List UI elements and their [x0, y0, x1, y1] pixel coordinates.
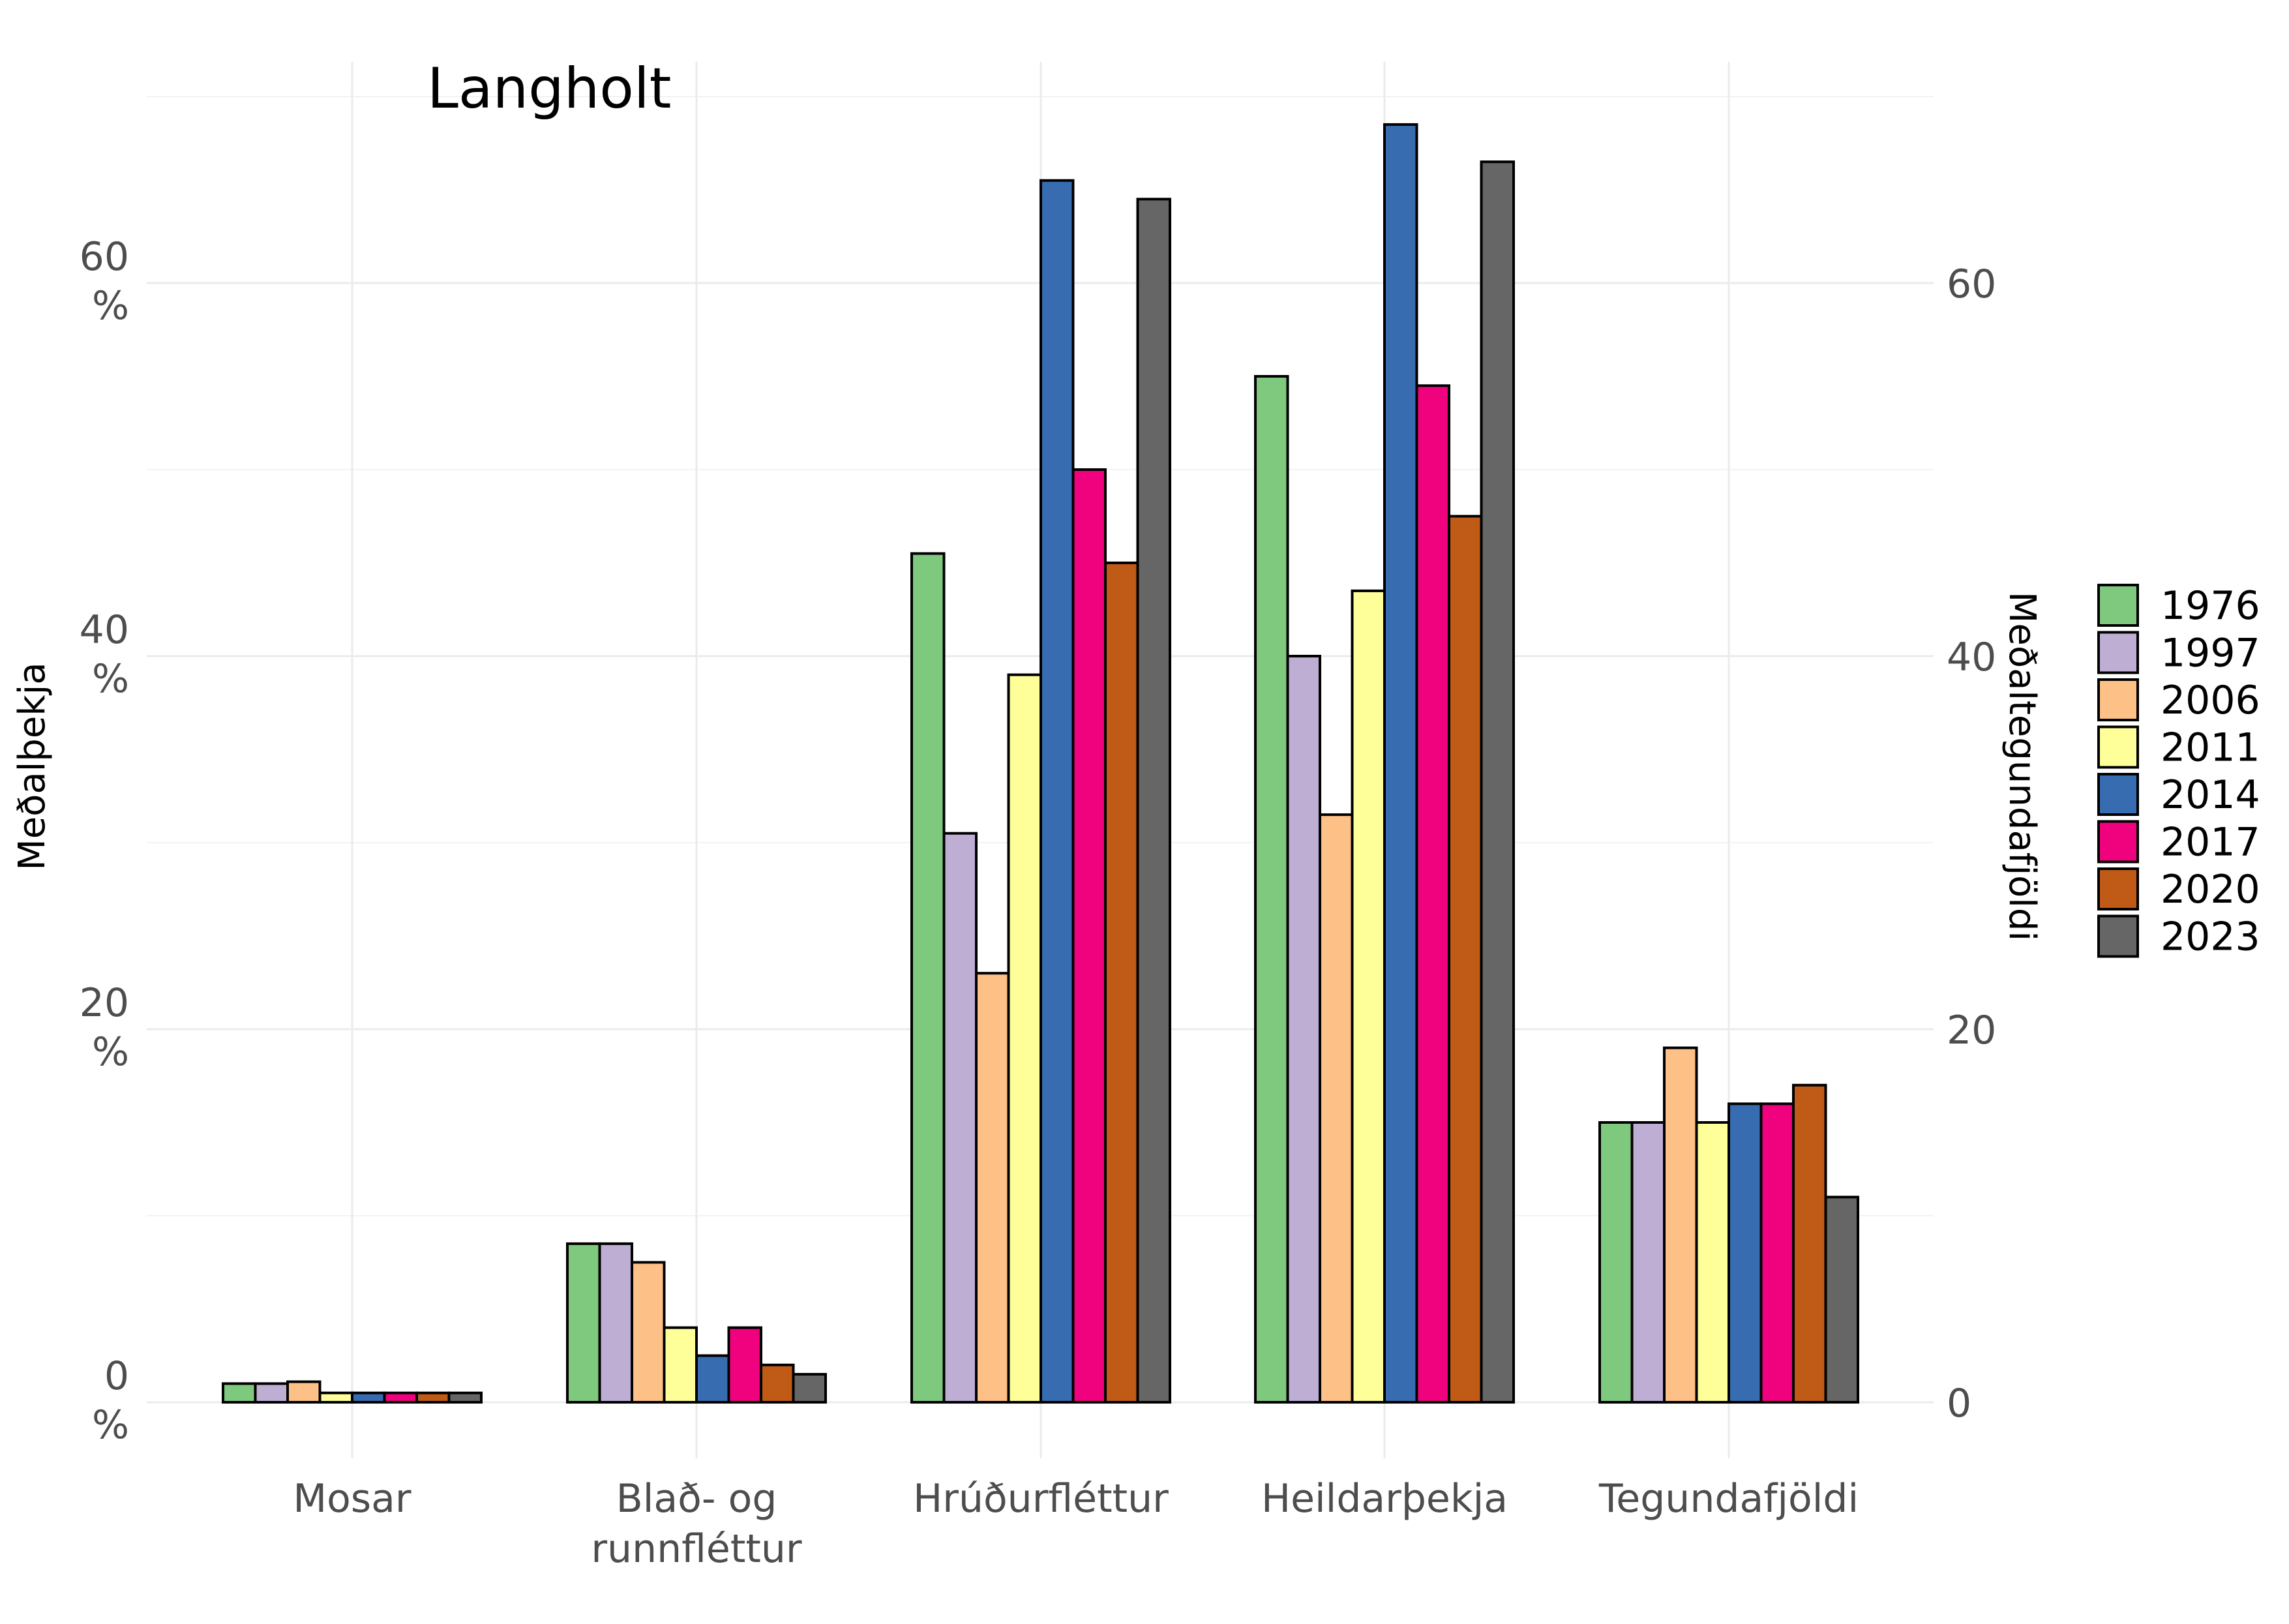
bar-2014-1 — [351, 1391, 386, 1404]
bar-2011-4 — [1351, 589, 1386, 1404]
legend-label-2011: 2011 — [2161, 725, 2260, 771]
bar-2014-2 — [695, 1354, 730, 1404]
legend-label-2014: 2014 — [2161, 772, 2260, 818]
bar-1997-2 — [598, 1242, 633, 1404]
bar-2023-5 — [1824, 1195, 1859, 1404]
legend-swatch-2006 — [2097, 678, 2139, 721]
tick-labels: 0 % 20 % 40 % 60 % 0 20 40 60 Mosar Blað- og runnflétt… — [80, 234, 1997, 1572]
bar-2014-4 — [1383, 123, 1418, 1404]
bar-2017-4 — [1415, 384, 1450, 1404]
bar-2006-3 — [975, 972, 1010, 1404]
bar-2011-1 — [318, 1391, 353, 1404]
x-tick-label: Heildarþekja — [1261, 1476, 1508, 1522]
bar-2020-5 — [1792, 1083, 1827, 1404]
bar-2006-2 — [631, 1261, 666, 1404]
legend-label-1976: 1976 — [2161, 583, 2260, 629]
bar-2014-5 — [1728, 1102, 1763, 1404]
legend-swatch-2020 — [2097, 867, 2139, 910]
bar-2017-5 — [1759, 1102, 1795, 1404]
x-tick-label: Hrúðurfléttur — [913, 1476, 1169, 1522]
legend-swatch-1997 — [2097, 631, 2139, 674]
legend-label-2017: 2017 — [2161, 820, 2260, 865]
bar-1997-4 — [1286, 655, 1321, 1404]
legend-label-2006: 2006 — [2161, 678, 2260, 723]
y-axis-title: Meðalþekja — [11, 662, 53, 870]
x-tick-label: Mosar — [293, 1476, 411, 1522]
y2-tick-label: 20 — [1947, 1008, 1996, 1053]
bar-1976-3 — [910, 552, 946, 1404]
bar-2017-3 — [1071, 468, 1107, 1404]
legend-label-2023: 2023 — [2161, 914, 2260, 960]
y2-axis-title: Meðaltegundafjöldi — [2001, 592, 2043, 941]
bar-1976-1 — [222, 1382, 257, 1404]
bar-2020-3 — [1104, 562, 1139, 1404]
legend-swatch-2014 — [2097, 773, 2139, 816]
bar-2023-1 — [447, 1391, 483, 1404]
bar-2006-4 — [1319, 813, 1354, 1404]
legend-label-2020: 2020 — [2161, 867, 2260, 912]
bar-2023-4 — [1480, 160, 1515, 1404]
x-tick-label: Blað- og runnfléttur — [591, 1476, 802, 1572]
bar-2023-3 — [1136, 198, 1171, 1404]
bar-1976-5 — [1598, 1121, 1634, 1404]
bar-2006-1 — [286, 1380, 322, 1404]
bar-2020-4 — [1448, 515, 1483, 1404]
bar-2017-2 — [727, 1326, 762, 1404]
y2-tick-label: 60 — [1947, 262, 1996, 307]
y-tick-label: 40% — [80, 607, 129, 702]
chart-title: Langholt — [427, 56, 671, 121]
bar-2023-2 — [792, 1373, 827, 1404]
bar-2020-1 — [415, 1391, 451, 1404]
x-tick-label: Tegundafjöldi — [1598, 1476, 1859, 1522]
y-tick-label: 20% — [80, 980, 129, 1075]
bar-2011-3 — [1007, 673, 1042, 1404]
legend-swatch-2023 — [2097, 914, 2139, 958]
legend-swatch-1976 — [2097, 584, 2139, 627]
bar-1976-4 — [1254, 375, 1289, 1404]
bars — [222, 123, 1859, 1404]
bar-2017-1 — [383, 1391, 418, 1404]
y2-tick-label: 0 — [1947, 1381, 1971, 1426]
bar-2006-5 — [1663, 1046, 1698, 1404]
y2-tick-label: 40 — [1947, 635, 1996, 680]
legend-swatch-2017 — [2097, 820, 2139, 864]
bar-1997-3 — [942, 832, 978, 1404]
bar-2011-2 — [663, 1326, 698, 1404]
bar-2011-5 — [1695, 1121, 1730, 1404]
y-tick-label: 0% — [92, 1353, 129, 1448]
bar-1976-2 — [566, 1242, 601, 1404]
bar-1997-1 — [254, 1382, 289, 1404]
y-tick-label: 60% — [80, 234, 129, 329]
bar-2014-3 — [1040, 179, 1075, 1404]
legend-label-1997: 1997 — [2161, 631, 2260, 676]
bar-2020-2 — [760, 1363, 795, 1404]
legend-swatch-2011 — [2097, 725, 2139, 769]
bar-1997-5 — [1630, 1121, 1666, 1404]
